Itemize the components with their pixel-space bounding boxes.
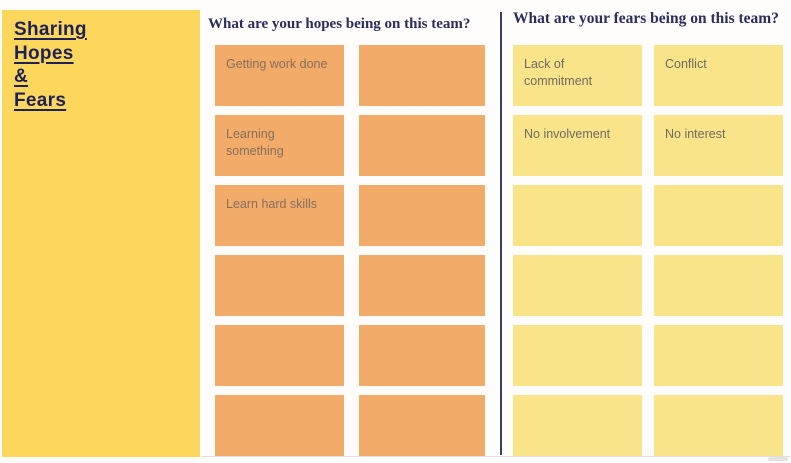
sticky-note[interactable] bbox=[359, 115, 485, 176]
frame-bottom-edge bbox=[202, 456, 791, 457]
sticky-note[interactable] bbox=[359, 395, 485, 456]
sticky-note[interactable] bbox=[215, 255, 344, 316]
sticky-note[interactable]: Lack of commitment bbox=[513, 45, 642, 106]
sticky-note[interactable] bbox=[359, 185, 485, 246]
sticky-note[interactable] bbox=[654, 395, 783, 456]
board-title-frame: Sharing Hopes & Fears bbox=[2, 10, 200, 457]
sticky-note[interactable]: Getting work done bbox=[215, 45, 344, 106]
sticky-note[interactable] bbox=[359, 45, 485, 106]
sticky-note[interactable] bbox=[513, 325, 642, 386]
sticky-note[interactable] bbox=[513, 185, 642, 246]
sticky-note[interactable]: No interest bbox=[654, 115, 783, 176]
board-title-line: Fears bbox=[14, 89, 67, 111]
board-title-line: Hopes bbox=[14, 42, 74, 64]
sticky-note[interactable] bbox=[654, 255, 783, 316]
hopes-section-heading[interactable]: What are your hopes being on this team? bbox=[208, 16, 471, 32]
sticky-note[interactable] bbox=[654, 325, 783, 386]
sticky-note[interactable] bbox=[654, 185, 783, 246]
section-divider-line bbox=[500, 12, 502, 455]
sticky-note[interactable] bbox=[215, 395, 344, 456]
sticky-note[interactable] bbox=[215, 325, 344, 386]
sticky-note[interactable]: Learning something bbox=[215, 115, 344, 176]
fears-notes-grid: Lack of commitment Conflict No involveme… bbox=[513, 45, 783, 456]
watermark bbox=[768, 457, 788, 461]
sticky-note[interactable] bbox=[359, 255, 485, 316]
sticky-note[interactable]: No involvement bbox=[513, 115, 642, 176]
sticky-note[interactable]: Learn hard skills bbox=[215, 185, 344, 246]
board-title[interactable]: Sharing Hopes & Fears bbox=[14, 18, 188, 112]
sticky-note[interactable]: Conflict bbox=[654, 45, 783, 106]
board-title-line: & bbox=[14, 66, 29, 87]
board-title-line: Sharing bbox=[14, 19, 87, 40]
sticky-note[interactable] bbox=[513, 255, 642, 316]
fears-section-heading[interactable]: What are your fears being on this team? bbox=[513, 10, 779, 27]
sticky-note[interactable] bbox=[513, 395, 642, 456]
hopes-notes-grid: Getting work done Learning something Lea… bbox=[215, 45, 485, 456]
sticky-note[interactable] bbox=[359, 325, 485, 386]
